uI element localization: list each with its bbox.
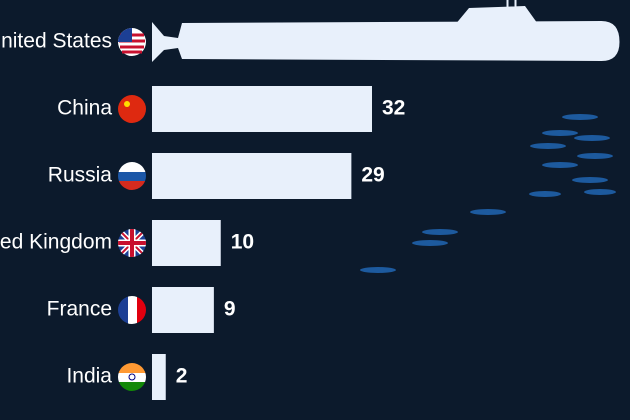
fish-school bbox=[360, 114, 616, 273]
value-label: 2 bbox=[176, 365, 188, 388]
flag-us bbox=[118, 28, 146, 56]
bar bbox=[152, 153, 352, 199]
category-label: India bbox=[66, 365, 112, 388]
value-label: 32 bbox=[382, 97, 405, 120]
value-label: 29 bbox=[361, 164, 384, 187]
value-label: 9 bbox=[224, 298, 236, 321]
flag-in bbox=[118, 363, 146, 391]
bar bbox=[152, 220, 221, 266]
flag-fr bbox=[118, 296, 146, 324]
bar bbox=[152, 354, 166, 400]
bar bbox=[152, 287, 214, 333]
value-label: 10 bbox=[231, 231, 254, 254]
flag-uk bbox=[118, 229, 146, 257]
category-label: United States bbox=[0, 30, 112, 53]
category-label: Russia bbox=[48, 164, 113, 187]
category-label: United Kingdom bbox=[0, 231, 112, 254]
flag-cn bbox=[118, 95, 146, 123]
submarine-tower bbox=[457, 0, 537, 22]
category-label: China bbox=[57, 97, 112, 120]
bar bbox=[152, 21, 620, 62]
category-label: France bbox=[47, 298, 112, 321]
bar bbox=[152, 86, 372, 132]
flag-ru bbox=[118, 162, 146, 190]
flags bbox=[118, 28, 146, 391]
